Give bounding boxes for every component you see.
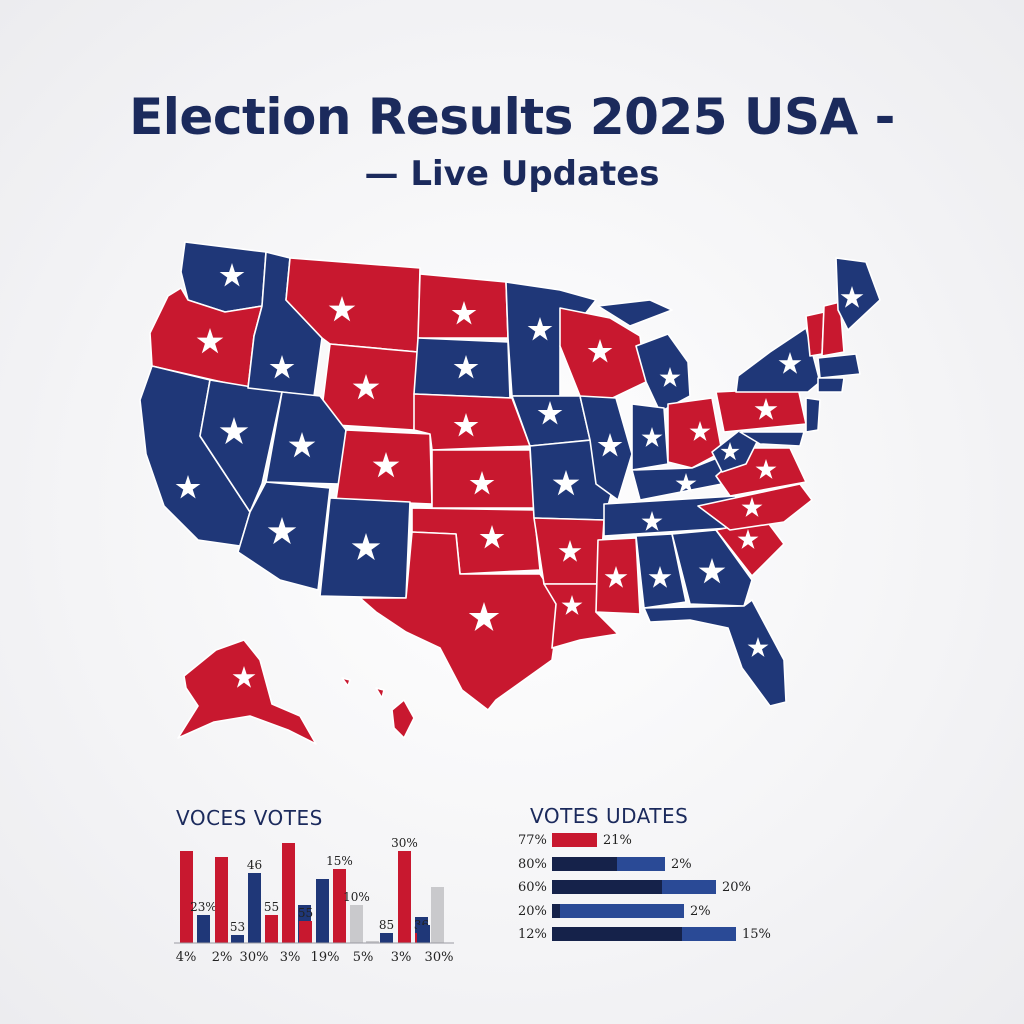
bar-segment (552, 857, 617, 871)
state-alaska (177, 639, 317, 745)
bar-value-label: 85 (379, 918, 394, 932)
bar (180, 851, 193, 943)
votes-updates-chart: 77% 21% 80% 2% 60% 20% 20% 2% 12% 15% (518, 833, 771, 942)
state-michigan-upper (597, 299, 673, 327)
bar (431, 887, 444, 943)
row-label: 12% (518, 927, 547, 942)
bar-value-label: 23% (190, 900, 217, 914)
x-tick-label: 3% (280, 950, 301, 965)
bar-value-label: 53 (230, 920, 245, 934)
bar (215, 857, 228, 943)
bar-segment (662, 880, 716, 894)
state-florida (643, 599, 787, 707)
x-tick-label: 3% (391, 950, 412, 965)
bar (282, 843, 295, 943)
bar-value-label: 2% (690, 904, 711, 919)
state-hawaii-2 (375, 687, 385, 699)
bar (299, 921, 312, 943)
x-tick-label: 30% (240, 950, 269, 965)
left-chart-title: VOCES VOTES (176, 806, 323, 830)
row-label: 77% (518, 833, 547, 848)
state-vermont (805, 311, 825, 357)
bar (316, 879, 329, 943)
bar (366, 941, 379, 943)
state-ohio (667, 397, 723, 469)
bar-value-label: 21% (603, 833, 632, 848)
row-label: 60% (518, 880, 547, 895)
bar-segment (552, 880, 662, 894)
state-connecticut (817, 377, 845, 393)
row-label: 80% (518, 857, 547, 872)
right-chart-title: VOTES UDATES (530, 804, 689, 828)
votes-bar-chart: 23%5346555515%10%8530%364%2%30%3%19%5%3%… (174, 836, 454, 965)
bar (231, 935, 244, 943)
bar (197, 915, 210, 943)
x-tick-label: 19% (311, 950, 340, 965)
bar-value-label: 15% (742, 927, 771, 942)
x-tick-label: 30% (425, 950, 454, 965)
state-michigan (635, 333, 691, 413)
bar-segment (552, 927, 682, 941)
state-maine (835, 257, 881, 331)
bar-value-label: 46 (247, 858, 262, 872)
state-hawaii-3 (341, 677, 351, 687)
bar-segment (560, 904, 684, 918)
state-new-hampshire (821, 301, 845, 357)
bar (417, 925, 430, 943)
bar-value-label: 15% (326, 854, 353, 868)
bar-value-label: 20% (722, 880, 751, 895)
state-new-jersey (805, 397, 821, 433)
state-hawaii-1 (391, 699, 415, 739)
bar-value-label: 2% (671, 857, 692, 872)
page-title: Election Results 2025 USA - (129, 88, 895, 146)
state-texas (359, 531, 561, 711)
bar (265, 915, 278, 943)
bar-segment (552, 904, 560, 918)
x-tick-label: 5% (353, 950, 374, 965)
bar (350, 905, 363, 943)
bar (248, 873, 261, 943)
x-tick-label: 4% (176, 950, 197, 965)
bar-segment (617, 857, 665, 871)
bar (333, 869, 346, 943)
bar (380, 933, 393, 943)
bar-segment (552, 833, 597, 847)
state-maryland (739, 431, 805, 447)
bar-value-label: 10% (343, 890, 370, 904)
state-massachusetts (817, 353, 861, 379)
bar (398, 851, 411, 943)
row-label: 20% (518, 904, 547, 919)
bar-value-label: 55 (298, 906, 313, 920)
bar-value-label: 55 (264, 900, 279, 914)
bar-segment (682, 927, 736, 941)
bar-value-label: 30% (391, 836, 418, 850)
x-tick-label: 2% (212, 950, 233, 965)
page-subtitle: — Live Updates (364, 154, 660, 194)
